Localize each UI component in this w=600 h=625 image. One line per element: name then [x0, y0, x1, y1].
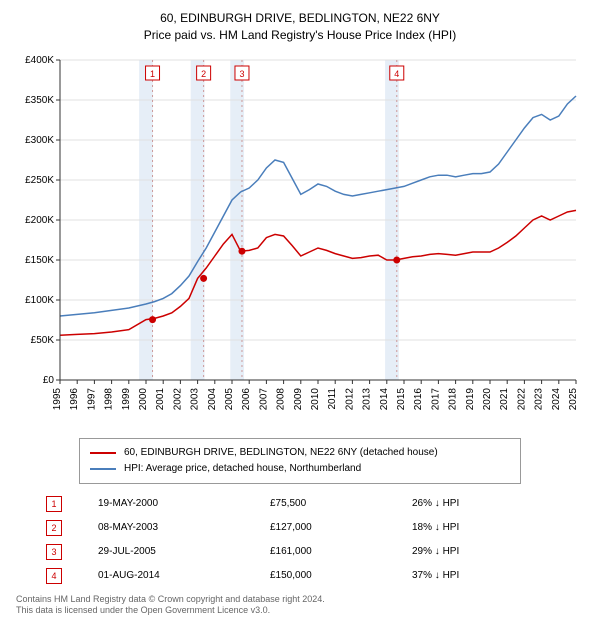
svg-text:2019: 2019 — [465, 387, 476, 410]
svg-text:2003: 2003 — [190, 387, 201, 410]
svg-text:1997: 1997 — [86, 387, 97, 410]
legend-label: 60, EDINBURGH DRIVE, BEDLINGTON, NE22 6N… — [124, 445, 438, 461]
svg-text:2016: 2016 — [413, 387, 424, 410]
svg-text:£0: £0 — [43, 375, 55, 386]
svg-text:2024: 2024 — [551, 387, 562, 410]
chart-area: £0 £50K £100K £150K £200K £250K £300K £350K £400… — [12, 50, 588, 430]
legend-label: HPI: Average price, detached house, Nort… — [124, 461, 361, 477]
title-line-2: Price paid vs. HM Land Registry's House … — [12, 27, 588, 44]
svg-text:£300K: £300K — [25, 135, 54, 146]
table-row: 3 29-JUL-2005£161,00029% ↓ HPI — [40, 540, 560, 564]
svg-text:2001: 2001 — [155, 387, 166, 410]
svg-text:2023: 2023 — [534, 387, 545, 410]
svg-text:2006: 2006 — [241, 387, 252, 410]
svg-text:3: 3 — [239, 69, 244, 79]
legend: 60, EDINBURGH DRIVE, BEDLINGTON, NE22 6N… — [79, 438, 521, 484]
svg-text:1996: 1996 — [69, 387, 80, 410]
sale-delta: 29% ↓ HPI — [406, 540, 560, 564]
svg-text:£200K: £200K — [25, 215, 54, 226]
sale-date: 01-AUG-2014 — [92, 564, 264, 588]
svg-text:£100K: £100K — [25, 295, 54, 306]
svg-text:£350K: £350K — [25, 95, 54, 106]
svg-text:2025: 2025 — [568, 387, 579, 410]
sale-date: 08-MAY-2003 — [92, 516, 264, 540]
svg-text:1995: 1995 — [52, 387, 63, 410]
legend-item: 60, EDINBURGH DRIVE, BEDLINGTON, NE22 6N… — [90, 445, 510, 461]
sale-price: £75,500 — [264, 492, 406, 516]
attribution-footer: Contains HM Land Registry data © Crown c… — [12, 594, 588, 617]
svg-text:2008: 2008 — [276, 387, 287, 410]
svg-text:2005: 2005 — [224, 387, 235, 410]
sales-table: 1 19-MAY-2000£75,50026% ↓ HPI 2 08-MAY-2003… — [40, 492, 560, 588]
svg-text:2007: 2007 — [258, 387, 269, 410]
sale-price: £161,000 — [264, 540, 406, 564]
svg-text:2004: 2004 — [207, 387, 218, 410]
svg-text:2012: 2012 — [344, 387, 355, 410]
svg-text:2000: 2000 — [138, 387, 149, 410]
svg-text:2022: 2022 — [516, 387, 527, 410]
table-row: 4 01-AUG-2014£150,00037% ↓ HPI — [40, 564, 560, 588]
sale-delta: 26% ↓ HPI — [406, 492, 560, 516]
footer-line-1: Contains HM Land Registry data © Crown c… — [16, 594, 584, 606]
sale-marker-icon: 1 — [46, 496, 62, 512]
sale-delta: 18% ↓ HPI — [406, 516, 560, 540]
svg-text:£400K: £400K — [25, 55, 54, 66]
legend-item: HPI: Average price, detached house, Nort… — [90, 461, 510, 477]
sale-marker-icon: 4 — [46, 568, 62, 584]
svg-text:2011: 2011 — [327, 387, 338, 409]
sale-price: £127,000 — [264, 516, 406, 540]
svg-text:2017: 2017 — [430, 387, 441, 410]
sale-marker-icon: 3 — [46, 544, 62, 560]
figure-container: 60, EDINBURGH DRIVE, BEDLINGTON, NE22 6N… — [0, 0, 600, 625]
sale-date: 29-JUL-2005 — [92, 540, 264, 564]
svg-text:1999: 1999 — [121, 387, 132, 410]
svg-text:2020: 2020 — [482, 387, 493, 410]
svg-text:2010: 2010 — [310, 387, 321, 410]
chart-title: 60, EDINBURGH DRIVE, BEDLINGTON, NE22 6N… — [12, 10, 588, 44]
legend-swatch — [90, 468, 116, 470]
svg-text:2014: 2014 — [379, 387, 390, 410]
svg-text:2013: 2013 — [362, 387, 373, 410]
svg-text:2: 2 — [201, 69, 206, 79]
table-row: 1 19-MAY-2000£75,50026% ↓ HPI — [40, 492, 560, 516]
table-row: 2 08-MAY-2003£127,00018% ↓ HPI — [40, 516, 560, 540]
sale-marker-icon: 2 — [46, 520, 62, 536]
sale-date: 19-MAY-2000 — [92, 492, 264, 516]
title-line-1: 60, EDINBURGH DRIVE, BEDLINGTON, NE22 6N… — [12, 10, 588, 27]
sale-price: £150,000 — [264, 564, 406, 588]
svg-text:1: 1 — [150, 69, 155, 79]
svg-text:2021: 2021 — [499, 387, 510, 410]
svg-text:2015: 2015 — [396, 387, 407, 410]
svg-text:1998: 1998 — [104, 387, 115, 410]
svg-text:2018: 2018 — [448, 387, 459, 410]
svg-text:2009: 2009 — [293, 387, 304, 410]
line-chart-svg: £0 £50K £100K £150K £200K £250K £300K £350K £400… — [12, 50, 588, 430]
sale-delta: 37% ↓ HPI — [406, 564, 560, 588]
legend-swatch — [90, 452, 116, 454]
footer-line-2: This data is licensed under the Open Gov… — [16, 605, 584, 617]
svg-text:£150K: £150K — [25, 255, 54, 266]
svg-text:£250K: £250K — [25, 175, 54, 186]
svg-text:2002: 2002 — [172, 387, 183, 410]
svg-text:£50K: £50K — [31, 335, 55, 346]
svg-text:4: 4 — [394, 69, 399, 79]
